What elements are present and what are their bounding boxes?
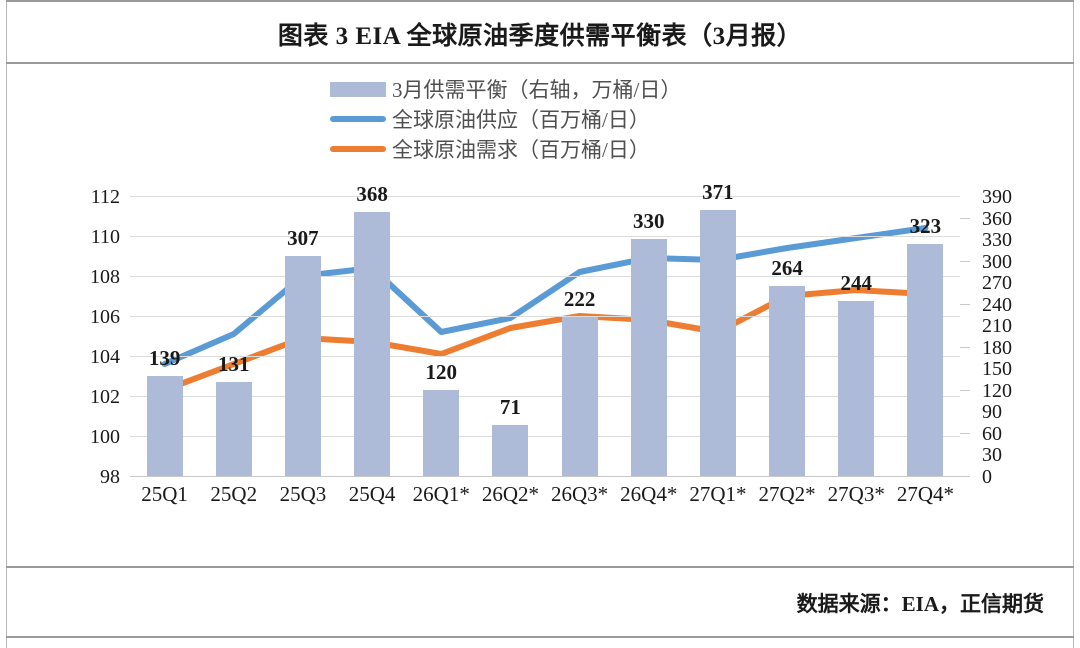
source-note: 数据来源：EIA，正信期货	[796, 592, 1044, 616]
gridline	[130, 276, 960, 277]
y-axis-right-tick	[960, 389, 970, 391]
x-axis-tick-label: 25Q1	[141, 482, 188, 506]
y-axis-right-tick	[960, 217, 970, 219]
page-title: 图表 3 EIA 全球原油季度供需平衡表（3月报）	[277, 23, 803, 50]
y-axis-right-tick-label: 150	[982, 358, 1012, 381]
divider-above-footer	[6, 566, 1074, 568]
legend-item-demand: 全球原油需求（百万桶/日）	[330, 136, 681, 162]
legend-label-supply: 全球原油供应（百万桶/日）	[392, 108, 650, 132]
bar-value-label: 139	[148, 346, 181, 371]
bar-value-label: 131	[218, 351, 250, 376]
x-axis-tick-label: 26Q2*	[481, 482, 539, 506]
frame-border-right	[1073, 0, 1074, 648]
gridline	[130, 236, 960, 237]
bar-value-label: 330	[633, 209, 665, 234]
x-axis-tick-label: 25Q3	[279, 482, 327, 506]
bar	[699, 209, 736, 476]
gridline	[130, 196, 960, 197]
bar	[907, 244, 944, 476]
x-axis-tick-label: 25Q2	[210, 482, 258, 506]
bar-value-label: 120	[425, 359, 458, 384]
y-axis-left-tick-label: 104	[90, 346, 120, 368]
gridline	[130, 396, 960, 397]
legend-item-supply: 全球原油供应（百万桶/日）	[330, 106, 681, 132]
bar-value-label: 371	[702, 179, 734, 204]
bar	[630, 239, 667, 476]
divider-bottom	[6, 636, 1074, 638]
bar	[146, 376, 183, 476]
x-axis-tick-label: 27Q2*	[758, 482, 816, 506]
y-axis-right-tick-label: 120	[982, 379, 1012, 402]
divider-under-title	[6, 62, 1074, 64]
y-axis-left-tick-label: 110	[90, 226, 120, 248]
bar-value-label: 244	[840, 270, 873, 295]
x-axis-tick-label: 26Q1*	[412, 482, 470, 506]
y-axis-right-tick-label: 210	[982, 315, 1012, 338]
legend-item-balance: 3月供需平衡（右轴，万桶/日）	[330, 76, 681, 102]
y-axis-right-tick	[960, 432, 970, 434]
y-axis-right-tick-label: 0	[982, 466, 992, 488]
bar	[215, 381, 252, 476]
x-axis-tick-label: 27Q3*	[827, 482, 885, 506]
legend-swatch-line-supply-icon	[330, 116, 386, 122]
y-axis-right-tick-label: 30	[982, 444, 1002, 467]
bar	[284, 255, 321, 476]
y-axis-right-tick	[960, 476, 970, 477]
y-axis-right-tick	[960, 346, 970, 348]
bar-value-label: 368	[356, 181, 388, 206]
bar-value-label: 264	[771, 256, 803, 281]
chart-legend: 3月供需平衡（右轴，万桶/日） 全球原油供应（百万桶/日） 全球原油需求（百万桶…	[330, 76, 681, 162]
gridline	[130, 316, 960, 317]
y-axis-right-tick-label: 270	[982, 272, 1012, 295]
plot-area: 98 100 102 104 106 108 110 112 0 30 60 90 120 150 180 2…	[90, 180, 1012, 506]
bar	[492, 425, 529, 476]
divider-top	[6, 0, 1074, 2]
y-axis-right-tick	[960, 303, 970, 305]
y-axis-left-tick-label: 112	[90, 186, 120, 208]
legend-label-balance: 3月供需平衡（右轴，万桶/日）	[392, 78, 682, 102]
bar-value-label: 71	[499, 395, 521, 420]
y-axis-right-tick-label: 90	[982, 401, 1002, 424]
bar	[561, 316, 598, 476]
y-axis-right-tick-label: 60	[982, 422, 1002, 445]
y-axis-left-tick-label: 98	[100, 466, 120, 488]
y-axis-left-tick-label: 106	[90, 306, 120, 328]
bar	[423, 389, 460, 476]
x-axis-tick-label: 25Q4	[348, 482, 396, 506]
x-axis-tick-label: 27Q4*	[896, 482, 954, 506]
gridline	[130, 356, 960, 357]
y-axis-right-tick-label: 300	[982, 250, 1012, 273]
gridline	[130, 436, 960, 437]
bar-value-label: 222	[563, 286, 596, 311]
y-axis-right-tick	[960, 260, 970, 262]
frame-border-left	[6, 0, 7, 648]
y-axis-left-tick-label: 102	[90, 386, 120, 408]
x-axis-tick-label: 26Q4*	[620, 482, 678, 506]
y-axis-right-tick-label: 180	[982, 336, 1012, 359]
legend-swatch-line-demand-icon	[330, 146, 386, 152]
y-axis-left-tick-label: 100	[90, 426, 120, 448]
legend-label-demand: 全球原油需求（百万桶/日）	[392, 138, 650, 162]
x-axis	[130, 476, 960, 477]
y-axis-left-tick-label: 108	[90, 266, 120, 288]
y-axis-right-tick-label: 240	[982, 293, 1012, 316]
x-axis-tick-label: 26Q3*	[550, 482, 609, 506]
legend-swatch-bar-icon	[330, 81, 386, 97]
y-axis-right-tick-label: 360	[982, 207, 1012, 230]
line-series	[161, 287, 929, 393]
bar	[354, 211, 391, 476]
bar-value-label: 323	[909, 214, 942, 239]
line-series-layer	[161, 225, 929, 393]
bar	[769, 286, 806, 476]
y-axis-right-tick-label: 390	[982, 186, 1012, 208]
bar-value-label: 307	[287, 225, 319, 250]
x-axis-tick-label: 27Q1*	[689, 482, 747, 506]
bar	[838, 300, 875, 476]
y-axis-right-tick-label: 330	[982, 229, 1012, 252]
